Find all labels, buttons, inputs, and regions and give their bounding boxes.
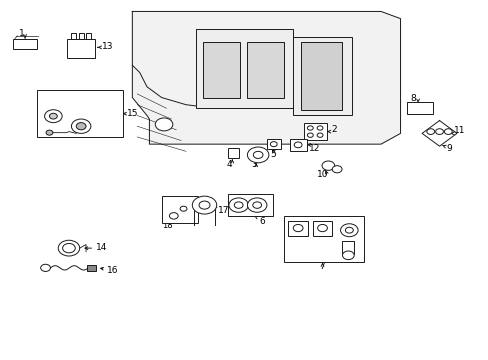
Bar: [71, 33, 76, 40]
Circle shape: [345, 227, 352, 233]
Text: 7: 7: [319, 262, 325, 271]
Circle shape: [199, 201, 209, 209]
Text: 6: 6: [259, 217, 264, 226]
Text: 9: 9: [446, 144, 452, 153]
Bar: [293, 37, 351, 116]
Bar: [86, 33, 91, 40]
Circle shape: [155, 118, 172, 131]
Bar: [13, 39, 37, 49]
Text: 8: 8: [410, 94, 416, 103]
Circle shape: [180, 206, 186, 211]
Circle shape: [247, 198, 266, 212]
Text: 14: 14: [96, 243, 107, 252]
Bar: [37, 90, 122, 137]
Text: 3: 3: [251, 161, 257, 170]
Polygon shape: [193, 208, 215, 225]
Circle shape: [426, 129, 434, 134]
Bar: [288, 221, 307, 235]
Circle shape: [435, 129, 443, 134]
Bar: [228, 148, 239, 158]
Text: 13: 13: [102, 42, 113, 51]
Bar: [266, 139, 280, 149]
Bar: [227, 194, 272, 216]
Circle shape: [270, 141, 277, 147]
Text: 19: 19: [190, 200, 201, 209]
Circle shape: [234, 202, 243, 208]
Circle shape: [252, 202, 261, 208]
Bar: [203, 42, 239, 98]
Text: 17: 17: [217, 206, 229, 215]
Circle shape: [293, 225, 303, 231]
Circle shape: [317, 126, 323, 130]
Text: 16: 16: [107, 266, 118, 275]
Text: 4: 4: [225, 160, 231, 169]
Circle shape: [76, 123, 86, 130]
Circle shape: [340, 224, 357, 237]
Circle shape: [317, 225, 327, 231]
Circle shape: [307, 133, 313, 137]
Bar: [312, 221, 331, 235]
Text: 2: 2: [330, 125, 336, 134]
Circle shape: [192, 196, 216, 214]
Polygon shape: [132, 12, 400, 144]
Bar: [300, 42, 341, 110]
Circle shape: [169, 213, 178, 219]
Text: 12: 12: [308, 144, 320, 153]
Circle shape: [44, 110, 62, 123]
Circle shape: [331, 166, 341, 173]
Bar: [341, 241, 353, 253]
Circle shape: [322, 161, 334, 170]
Bar: [67, 40, 95, 58]
Bar: [79, 33, 83, 40]
Bar: [407, 102, 432, 114]
Circle shape: [46, 130, 53, 135]
Circle shape: [49, 113, 57, 119]
Circle shape: [317, 133, 323, 137]
Circle shape: [342, 251, 353, 260]
Circle shape: [253, 151, 263, 158]
Text: 11: 11: [453, 126, 465, 135]
Text: 5: 5: [269, 150, 275, 159]
Bar: [195, 30, 293, 108]
Circle shape: [71, 119, 91, 134]
Text: 1: 1: [19, 29, 24, 38]
Bar: [161, 196, 198, 223]
Text: 18: 18: [162, 221, 172, 230]
Circle shape: [294, 142, 302, 148]
Bar: [87, 265, 96, 271]
Circle shape: [247, 147, 268, 163]
Bar: [303, 123, 326, 140]
Circle shape: [228, 198, 248, 212]
Circle shape: [58, 240, 80, 256]
Bar: [246, 42, 283, 98]
Circle shape: [41, 264, 50, 271]
Text: 15: 15: [126, 109, 138, 118]
Text: 10: 10: [316, 170, 327, 179]
Bar: [289, 139, 306, 150]
Bar: [283, 216, 363, 262]
Circle shape: [62, 243, 75, 253]
Circle shape: [444, 129, 451, 134]
Circle shape: [307, 126, 313, 130]
